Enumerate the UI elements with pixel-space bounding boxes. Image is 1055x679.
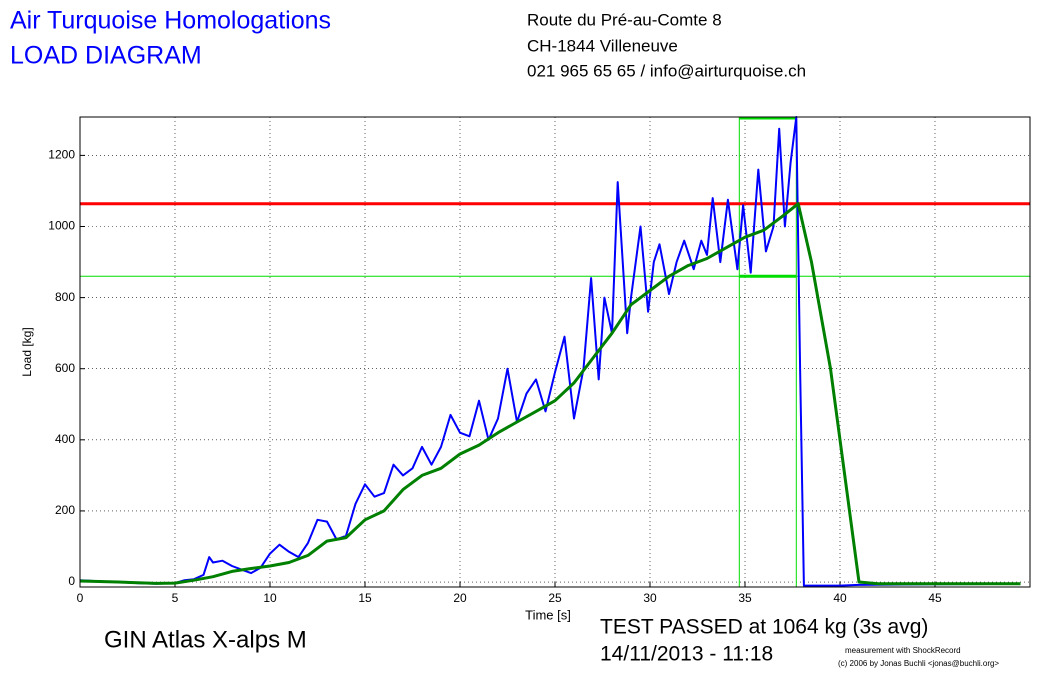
plot-area	[80, 117, 1030, 587]
glider-name: GIN Atlas X-alps M	[104, 626, 307, 653]
x-tick-label: 45	[928, 591, 942, 605]
date: 14/11/2013 - 11:18	[600, 643, 773, 666]
x-tick-label: 40	[833, 591, 847, 605]
address-line: CH-1844 Villeneuve	[527, 36, 678, 55]
title-line: Air Turquoise Homologations	[10, 7, 331, 35]
credit: (c) 2006 by Jonas Buchli <jonas@buchli.o…	[838, 659, 999, 668]
y-tick-label: 0	[68, 574, 75, 588]
x-axis-label: Time [s]	[525, 607, 571, 622]
x-tick-label: 5	[172, 591, 179, 605]
y-tick-label: 600	[55, 361, 75, 375]
x-tick-label: 30	[643, 591, 657, 605]
x-tick-label: 20	[453, 591, 467, 605]
y-tick-label: 800	[55, 290, 75, 304]
x-tick-label: 15	[358, 591, 372, 605]
x-tick-label: 10	[263, 591, 277, 605]
data-line	[79, 202, 1021, 586]
plot-frame	[79, 116, 1031, 588]
y-tick-label: 200	[55, 503, 75, 517]
y-axis-label: Load [kg]	[20, 327, 34, 376]
y-tick-label: 400	[55, 432, 75, 446]
result: TEST PASSED at 1064 kg (3s avg)	[600, 616, 928, 639]
title-line: LOAD DIAGRAM	[10, 42, 202, 70]
y-tick-label: 1000	[48, 219, 75, 233]
x-tick-label: 25	[548, 591, 562, 605]
x-tick-label: 0	[77, 591, 84, 605]
address-line: Route du Pré-au-Comte 8	[527, 10, 722, 29]
data-line	[79, 116, 1021, 587]
y-tick-label: 1200	[48, 148, 75, 162]
credit: measurement with ShockRecord	[845, 646, 961, 655]
x-tick-label: 35	[738, 591, 752, 605]
address-line: 021 965 65 65 / info@airturquoise.ch	[527, 61, 806, 80]
